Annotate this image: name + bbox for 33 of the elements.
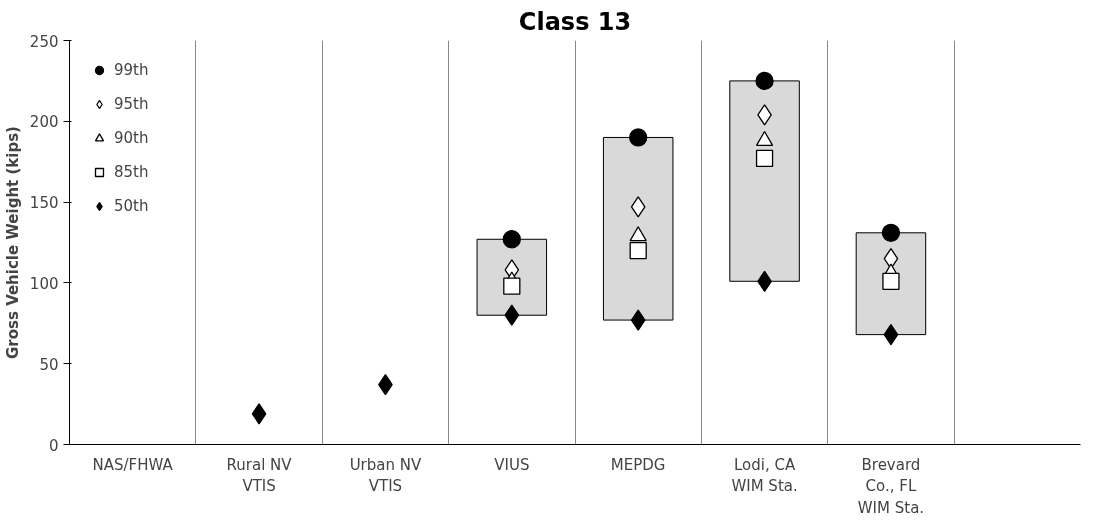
y-tick-label: 0 [48, 436, 59, 455]
x-tick-label: Rural NV VTIS [226, 455, 293, 496]
legend-label: 95th [114, 95, 149, 113]
point [502, 230, 521, 249]
x-tick-label: Lodi, CA WIM Sta. [731, 455, 798, 496]
y-tick-label: 100 [29, 274, 59, 293]
point [251, 403, 267, 425]
y-tick-label: 250 [29, 32, 59, 51]
x-tick-label: NAS/FHWA [92, 455, 174, 474]
point [630, 196, 646, 218]
point [755, 149, 774, 168]
legend-label: 99th [114, 61, 149, 79]
x-tick-label: Urban NV VTIS [349, 455, 422, 496]
point [629, 226, 647, 242]
chart-title: Class 13 [518, 7, 632, 36]
y-tick-label: 50 [39, 355, 59, 374]
point [629, 241, 647, 260]
legend-label: 90th [114, 129, 149, 147]
y-tick-label: 150 [29, 194, 59, 213]
point [881, 223, 901, 242]
x-tick-label: Brevard Co., FL WIM Sta. [857, 455, 925, 517]
point [504, 304, 520, 326]
point [630, 309, 646, 331]
point [755, 71, 774, 91]
point [882, 272, 900, 290]
point [503, 277, 521, 295]
x-tick-label: MEPDG [610, 455, 666, 474]
y-axis-title: Gross Vehicle Weight (kips) [3, 126, 22, 359]
legend-label: 50th [114, 197, 149, 215]
y-tick-label: 200 [29, 113, 59, 132]
legend-label: 85th [114, 163, 149, 181]
point [629, 128, 648, 147]
x-tick-label: VIUS [494, 455, 530, 474]
